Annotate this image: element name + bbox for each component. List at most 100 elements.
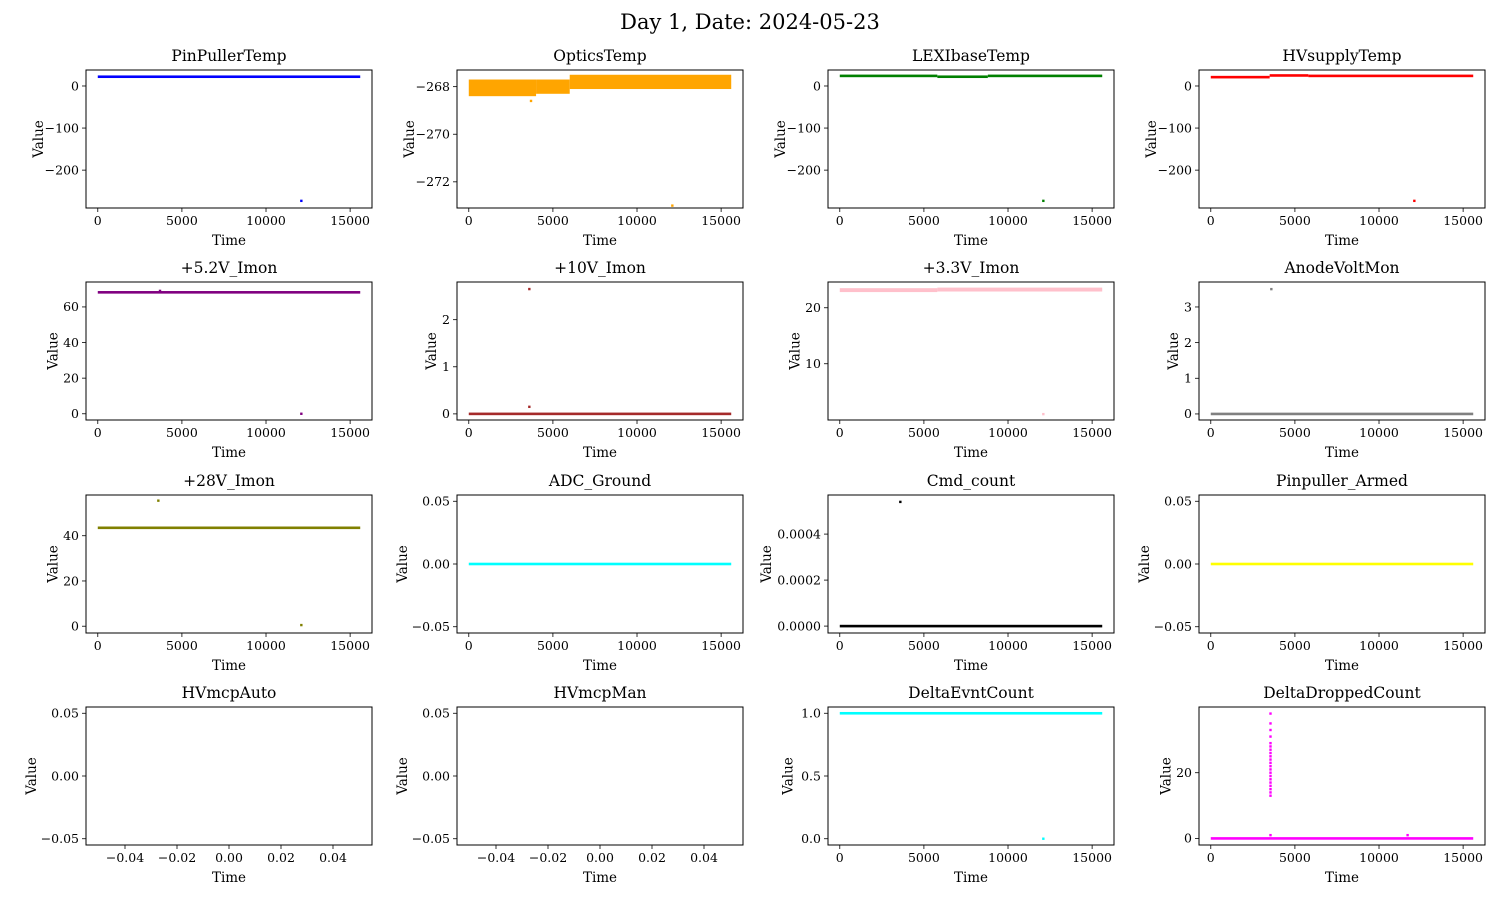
x-axis-label: Time xyxy=(583,233,617,249)
x-tick-label: 0 xyxy=(465,213,473,228)
y-tick-label: 40 xyxy=(63,528,79,543)
x-tick-label: 0.04 xyxy=(690,850,718,865)
y-axis-label: Value xyxy=(24,757,40,796)
data-point-13 xyxy=(1269,771,1272,774)
data-point-21 xyxy=(1269,833,1272,837)
x-axis-label: Time xyxy=(583,658,617,674)
subplot-title: AnodeVoltMon xyxy=(1283,259,1399,277)
subplot-title: +5.2V_Imon xyxy=(181,259,278,277)
x-tick-label: 5000 xyxy=(537,425,569,440)
x-tick-label: 10000 xyxy=(988,425,1028,440)
data-point-7 xyxy=(1269,751,1272,755)
data-point-0 xyxy=(1042,837,1045,840)
y-tick-label: 0 xyxy=(71,619,79,634)
x-tick-label: 0 xyxy=(465,638,473,653)
plot-frame xyxy=(827,494,1115,634)
y-axis-label: Value xyxy=(1144,120,1160,159)
data-point-0 xyxy=(158,289,162,293)
series-band-0 xyxy=(468,79,537,97)
subplot--3-3v-imon: 0 5000 10000 15000 10 20 +3.3V_Imon Time Value xyxy=(788,259,1115,461)
x-tick-label: 15000 xyxy=(1072,213,1112,228)
subplot-deltadroppedcount: 0 5000 10000 15000 0 20 DeltaDroppedCount Time V… xyxy=(1159,684,1486,886)
x-tick-label: 5000 xyxy=(908,850,940,865)
y-axis-label: Value xyxy=(780,757,796,796)
subplot-title: PinPullerTemp xyxy=(171,47,286,65)
x-tick-label: 0 xyxy=(836,638,844,653)
x-axis-label: Time xyxy=(212,445,246,461)
x-tick-label: 15000 xyxy=(701,638,741,653)
y-tick-label: 0.05 xyxy=(422,706,450,721)
x-tick-label: 0.00 xyxy=(215,850,243,865)
series-band-0 xyxy=(468,412,732,416)
y-axis-label: Value xyxy=(46,545,62,584)
data-point-18 xyxy=(1269,787,1272,791)
x-tick-label: 10000 xyxy=(617,213,657,228)
y-tick-label: −0.05 xyxy=(1154,619,1192,634)
y-axis-label: Value xyxy=(788,332,804,371)
x-tick-label: 15000 xyxy=(1443,638,1483,653)
series-band-0 xyxy=(97,526,361,530)
x-tick-label: 10000 xyxy=(617,425,657,440)
series-band-1 xyxy=(937,75,988,79)
series-band-2 xyxy=(1308,74,1474,78)
data-point-4 xyxy=(1269,741,1272,745)
subplot-title: +10V_Imon xyxy=(554,259,646,277)
x-tick-label: 0 xyxy=(836,425,844,440)
y-tick-label: 20 xyxy=(1176,765,1192,780)
series-band-0 xyxy=(839,288,938,293)
subplot--28v-imon: 0 5000 10000 15000 0 20 40 +28V_Imon Time Value xyxy=(46,472,373,674)
x-axis-label: Time xyxy=(212,658,246,674)
y-tick-label: −0.05 xyxy=(41,831,79,846)
data-point-0 xyxy=(1270,287,1273,291)
data-point-1 xyxy=(1269,722,1272,725)
x-tick-label: 10000 xyxy=(246,213,286,228)
y-tick-label: 20 xyxy=(805,300,821,315)
series-band-0 xyxy=(1210,837,1474,840)
y-tick-label: 0 xyxy=(442,406,450,421)
data-point-19 xyxy=(1269,791,1272,794)
y-tick-label: 0.05 xyxy=(1164,494,1192,509)
x-tick-label: 0 xyxy=(1207,425,1215,440)
y-tick-label: 0 xyxy=(71,406,79,421)
x-tick-label: 5000 xyxy=(1279,638,1311,653)
y-tick-label: 0.0002 xyxy=(777,572,821,587)
data-point-6 xyxy=(1269,748,1272,751)
y-axis-label: Value xyxy=(1166,332,1182,371)
series-band-0 xyxy=(1210,75,1270,79)
data-point-1 xyxy=(671,204,674,207)
x-tick-label: 5000 xyxy=(537,213,569,228)
x-tick-label: −0.04 xyxy=(106,850,144,865)
y-tick-label: 20 xyxy=(63,370,79,385)
x-tick-label: 0.04 xyxy=(319,850,347,865)
data-point-12 xyxy=(1269,768,1272,771)
x-tick-label: 0 xyxy=(1207,213,1215,228)
x-tick-label: −0.04 xyxy=(477,850,515,865)
series-band-0 xyxy=(839,624,1103,628)
x-tick-label: 0.00 xyxy=(586,850,614,865)
y-tick-label: 10 xyxy=(805,356,821,371)
x-tick-label: 0 xyxy=(1207,850,1215,865)
y-axis-label: Value xyxy=(395,757,411,796)
y-tick-label: −0.05 xyxy=(412,619,450,634)
plot-frame xyxy=(85,69,373,209)
x-tick-label: 5000 xyxy=(166,638,198,653)
y-tick-label: 0.00 xyxy=(422,556,450,571)
subplot-title: DeltaDroppedCount xyxy=(1263,684,1421,702)
data-point-3 xyxy=(1269,735,1272,738)
data-point-22 xyxy=(1406,833,1409,837)
plot-frame xyxy=(85,281,373,421)
y-tick-label: 1.0 xyxy=(801,706,821,721)
x-tick-label: 5000 xyxy=(1279,213,1311,228)
y-tick-label: −200 xyxy=(1158,162,1192,177)
data-point-0 xyxy=(1042,199,1045,203)
y-tick-label: −200 xyxy=(787,162,821,177)
y-tick-label: 2 xyxy=(442,312,450,327)
plot-frame xyxy=(456,281,744,421)
subplot-title: Pinpuller_Armed xyxy=(1276,472,1408,490)
subplot-cmd-count: 0 5000 10000 15000 0.0000 0.0002 0.0004 Cmd_cou… xyxy=(759,472,1115,674)
y-tick-label: 40 xyxy=(63,335,79,350)
figure-title: Day 1, Date: 2024-05-23 xyxy=(620,10,880,34)
x-tick-label: 0 xyxy=(94,425,102,440)
series-band-0 xyxy=(839,711,1103,715)
data-point-15 xyxy=(1269,778,1272,781)
